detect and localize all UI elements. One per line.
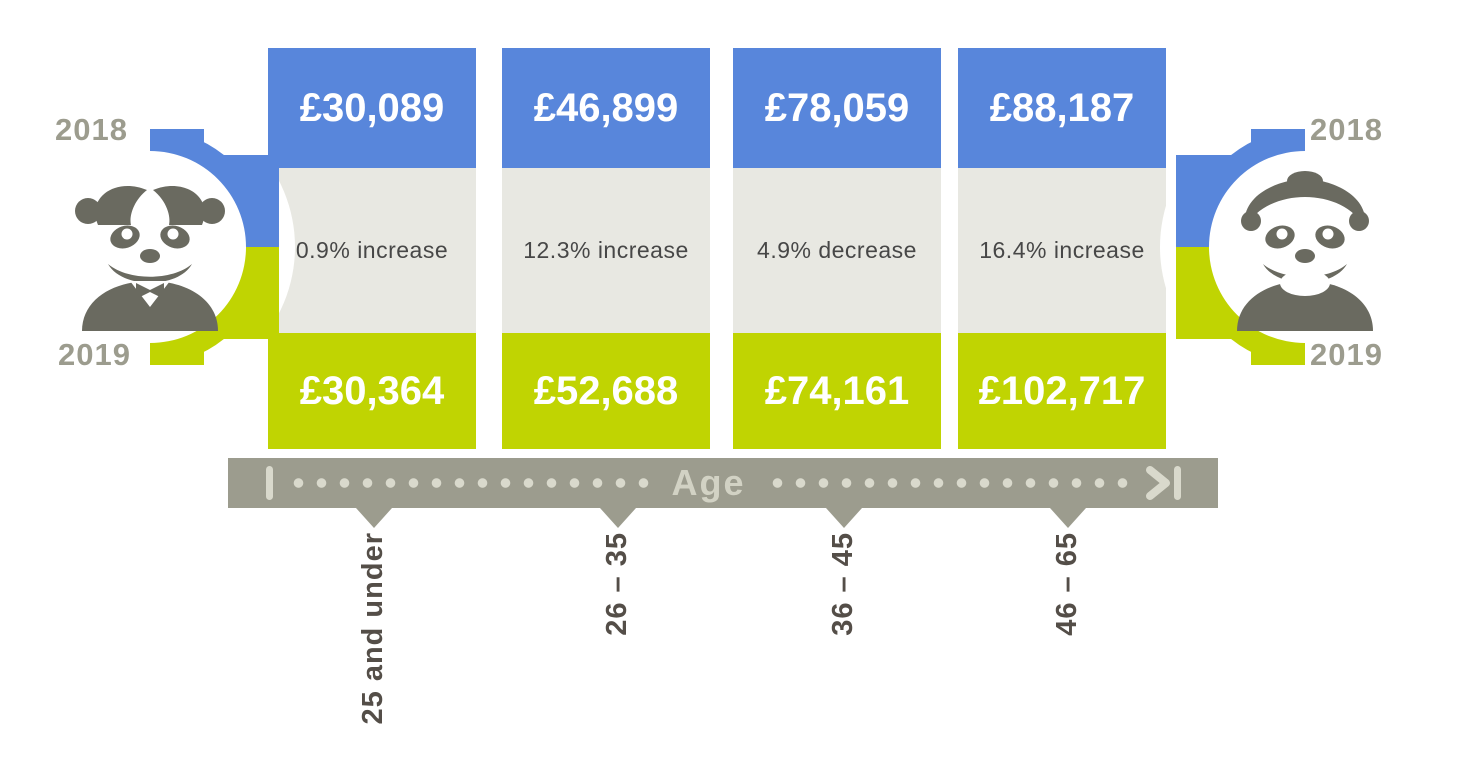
age-group-label: 46 – 65 — [1051, 532, 1083, 636]
value-2019: £30,364 — [268, 333, 476, 449]
axis-pointer-icon — [826, 508, 862, 528]
value-2018: £46,899 — [502, 48, 710, 168]
age-group-label: 36 – 45 — [827, 532, 859, 636]
legend-year-2019: 2019 — [58, 337, 131, 372]
axis-dotted-leader — [287, 458, 652, 508]
change-label: 12.3% increase — [502, 168, 710, 333]
gauge-arc — [1176, 129, 1305, 365]
axis-end-arrow-icon — [1146, 466, 1182, 500]
legend-gauge-right — [1176, 129, 1373, 365]
axis-title: Age — [671, 462, 746, 503]
axis-pointer-icon — [1050, 508, 1086, 528]
age-column-46-65: £88,187 16.4% increase £102,717 — [958, 48, 1166, 449]
female-panda-icon — [1237, 171, 1373, 331]
value-2018: £88,187 — [958, 48, 1166, 168]
change-label: 0.9% increase — [268, 168, 476, 333]
legend-year-2018: 2018 — [55, 112, 128, 147]
change-label: 4.9% decrease — [733, 168, 941, 333]
axis-pointer-icon — [356, 508, 392, 528]
age-group-label: 25 and under — [357, 532, 389, 725]
axis-pointer-icon — [600, 508, 636, 528]
age-column-26-35: £46,899 12.3% increase £52,688 — [502, 48, 710, 449]
male-panda-icon — [75, 185, 225, 331]
value-2018: £30,089 — [268, 48, 476, 168]
age-axis-bar: Age — [228, 458, 1218, 508]
value-2018: £78,059 — [733, 48, 941, 168]
value-2019: £102,717 — [958, 333, 1166, 449]
age-column-25-and-under: £30,089 0.9% increase £30,364 — [268, 48, 476, 449]
axis-start-tick-icon — [266, 466, 273, 500]
legend-year-2018: 2018 — [1310, 112, 1383, 147]
age-column-36-45: £78,059 4.9% decrease £74,161 — [733, 48, 941, 449]
change-label: 16.4% increase — [958, 168, 1166, 333]
value-2019: £52,688 — [502, 333, 710, 449]
value-2019: £74,161 — [733, 333, 941, 449]
legend-gauge-left — [75, 129, 279, 365]
age-group-label: 26 – 35 — [601, 532, 633, 636]
legend-year-2019: 2019 — [1310, 337, 1383, 372]
axis-dotted-leader — [765, 458, 1131, 508]
gauge-arc — [150, 129, 279, 365]
